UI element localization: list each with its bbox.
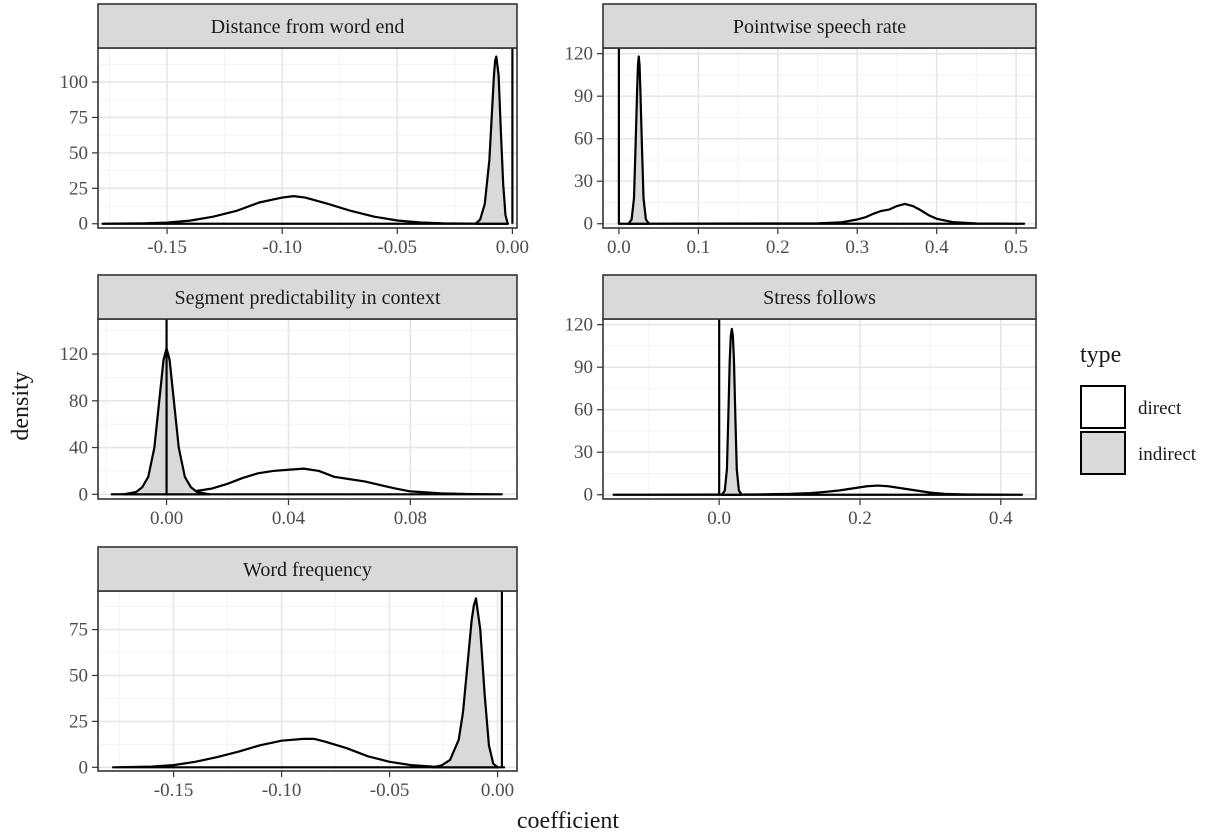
y-tick-label: 120 [565, 315, 594, 336]
y-tick-label: 80 [69, 391, 88, 412]
y-tick-label: 40 [69, 438, 88, 459]
x-tick-label: 0.00 [496, 237, 529, 258]
x-tick-label: -0.05 [377, 237, 417, 258]
x-tick-label: -0.15 [154, 780, 194, 801]
x-tick-label: 0.00 [481, 780, 514, 801]
x-axis-title: coefficient [517, 808, 619, 834]
legend-key-indirect [1080, 431, 1126, 475]
facet-panels: Distance from word end -0.15 -0.10 -0.05 0.0… [60, 3, 1037, 801]
strip-title: Stress follows [763, 287, 876, 309]
x-tick-label: 0.0 [707, 508, 731, 529]
y-tick-label: 90 [574, 357, 593, 378]
gridlines [98, 591, 517, 771]
gridlines [603, 48, 1036, 228]
x-tick-label: 0.0 [607, 237, 631, 258]
y-tick-label: 25 [69, 178, 88, 199]
x-tick-label: 0.5 [1004, 237, 1028, 258]
panel-distance-from-word-end: Distance from word end -0.15 -0.10 -0.05 0.0… [60, 3, 529, 258]
y-tick-label: 25 [69, 711, 88, 732]
density-indirect [627, 55, 651, 225]
strip-title: Distance from word end [211, 16, 405, 38]
y-tick-label: 0 [79, 757, 89, 778]
gridlines [603, 319, 1036, 499]
y-tick-label: 50 [69, 143, 88, 164]
x-tick-label: 0.2 [766, 237, 790, 258]
y-tick-label: 60 [574, 400, 593, 421]
series-layer [612, 319, 1024, 496]
y-tick-label: 75 [69, 107, 88, 128]
y-tick-label: 30 [574, 171, 593, 192]
legend: type direct indirect [1080, 342, 1197, 475]
y-tick-label: 75 [69, 620, 88, 641]
y-tick-label: 30 [574, 442, 593, 463]
panel-segment-predictability-in-context: Segment predictability in context 0.00 0.0… [60, 274, 518, 529]
y-tick-label: 0 [79, 484, 89, 505]
y-tick-label: 120 [565, 44, 594, 65]
y-axis-title: density [8, 371, 34, 440]
strip-background [97, 546, 518, 592]
density-indirect [431, 597, 499, 769]
density-indirect [474, 55, 509, 225]
series-layer [110, 319, 503, 496]
legend-label-direct: direct [1138, 398, 1182, 419]
panel-stress-follows: Stress follows 0.0 0.2 0.4 0 30 60 90 120 [565, 274, 1037, 529]
y-tick-label: 120 [60, 344, 89, 365]
x-tick-label: -0.10 [262, 237, 302, 258]
panel-word-frequency: Word frequency -0.15 -0.10 -0.05 0.00 0 25 50 75 [69, 546, 518, 801]
y-tick-label: 100 [60, 72, 89, 93]
x-tick-label: 0.08 [394, 508, 427, 529]
x-tick-label: 0.04 [272, 508, 306, 529]
density-direct [612, 484, 1024, 496]
series-layer [112, 591, 506, 769]
y-tick-label: 0 [584, 214, 594, 235]
legend-label-indirect: indirect [1138, 444, 1197, 465]
density-direct [101, 195, 509, 225]
x-tick-label: 0.00 [150, 508, 183, 529]
density-direct [110, 467, 503, 496]
panel-pointwise-speech-rate: Pointwise speech rate 0.0 0.1 0.2 0.3 0.4 0.5 0… [565, 3, 1037, 258]
x-tick-label: 0.3 [845, 237, 869, 258]
y-tick-label: 50 [69, 665, 88, 686]
y-tick-label: 0 [79, 214, 89, 235]
strip-background [602, 274, 1037, 320]
x-tick-label: 0.2 [848, 508, 872, 529]
x-tick-label: 0.4 [925, 237, 949, 258]
density-direct [617, 202, 1026, 225]
legend-title: type [1080, 342, 1121, 368]
x-tick-label: 0.1 [686, 237, 710, 258]
strip-background [602, 3, 1037, 49]
strip-title: Word frequency [243, 559, 372, 581]
series-layer [101, 48, 514, 225]
x-tick-label: 0.4 [989, 508, 1013, 529]
x-tick-label: -0.05 [370, 780, 410, 801]
y-tick-label: 90 [574, 86, 593, 107]
strip-background [97, 3, 518, 49]
legend-key-direct [1080, 385, 1126, 429]
panel-background [98, 591, 517, 771]
y-tick-label: 0 [584, 485, 594, 506]
strip-title: Segment predictability in context [174, 287, 440, 309]
y-tick-label: 60 [574, 129, 593, 150]
x-tick-label: -0.15 [147, 237, 187, 258]
density-indirect [720, 327, 743, 496]
strip-background [97, 274, 518, 320]
strip-title: Pointwise speech rate [733, 16, 906, 38]
series-layer [617, 48, 1026, 225]
x-tick-label: -0.10 [262, 780, 302, 801]
